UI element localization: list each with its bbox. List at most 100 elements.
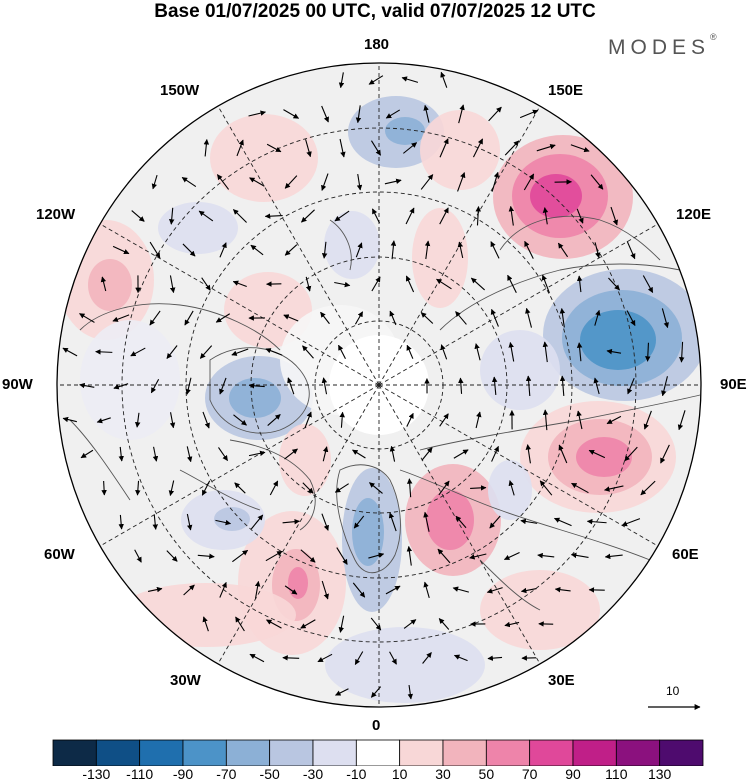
polar-map bbox=[56, 62, 702, 710]
lon-label-90e: 90E bbox=[720, 376, 747, 393]
wind-vector bbox=[491, 445, 499, 462]
colorbar-tick-label: 130 bbox=[647, 766, 672, 782]
map-title: Base 01/07/2025 00 UTC, valid 07/07/2025… bbox=[154, 1, 596, 22]
coastline bbox=[329, 219, 352, 271]
wind-vector bbox=[486, 587, 503, 594]
lon-label-60e: 60E bbox=[672, 546, 699, 563]
anomaly-contour bbox=[229, 378, 281, 418]
wind-vector bbox=[236, 139, 244, 157]
wind-vector bbox=[282, 518, 300, 525]
wind-vector bbox=[168, 480, 175, 497]
colorbar-tick-label: 90 bbox=[565, 766, 581, 782]
wind-vector bbox=[169, 412, 176, 429]
wind-vector bbox=[401, 76, 419, 83]
wind-vector bbox=[420, 174, 434, 190]
wind-vector bbox=[491, 376, 498, 395]
globe-outline bbox=[56, 62, 702, 708]
wind-vector bbox=[185, 377, 192, 395]
lon-label-120w: 120W bbox=[36, 206, 76, 223]
anomaly-contour bbox=[80, 320, 180, 440]
wind-vector bbox=[321, 580, 329, 600]
wind-vector bbox=[219, 377, 227, 395]
coastline bbox=[499, 215, 661, 261]
wind-vector bbox=[453, 654, 468, 662]
wind-vector bbox=[660, 444, 670, 464]
anomaly-field bbox=[58, 96, 701, 703]
wind-vector bbox=[489, 515, 501, 529]
wind-vector bbox=[338, 72, 345, 89]
wind-vector bbox=[440, 344, 448, 360]
wind-vector bbox=[504, 140, 520, 156]
colorbar-tick-label: -10 bbox=[346, 766, 367, 782]
wind-vector bbox=[284, 585, 298, 595]
wind-vector bbox=[152, 446, 159, 462]
lon-label-90w: 90W bbox=[2, 376, 33, 393]
wind-vector bbox=[317, 653, 333, 663]
colorbar-swatch bbox=[442, 739, 487, 766]
wind-vector bbox=[248, 450, 266, 457]
wind-vector bbox=[558, 444, 568, 464]
wind-vector bbox=[287, 377, 295, 395]
wind-vector bbox=[198, 210, 214, 222]
wind-vector bbox=[118, 446, 124, 462]
wind-vector bbox=[150, 378, 160, 394]
wind-vector bbox=[300, 549, 316, 563]
wind-vector bbox=[541, 274, 550, 294]
wind-vector bbox=[113, 383, 129, 390]
coastline bbox=[479, 559, 541, 611]
wind-vector bbox=[352, 449, 366, 459]
wind-vector bbox=[440, 71, 448, 88]
wind-vector bbox=[475, 411, 482, 429]
wind-vector bbox=[406, 545, 413, 566]
anomaly-contour bbox=[210, 114, 318, 202]
wind-vector bbox=[542, 341, 549, 363]
wind-vector bbox=[147, 586, 163, 593]
wind-vector bbox=[604, 553, 623, 560]
wind-vector bbox=[403, 619, 417, 629]
wind-vector bbox=[508, 480, 515, 496]
wind-vector bbox=[576, 208, 584, 224]
modes-logo: MODES® bbox=[608, 32, 717, 60]
wind-vector bbox=[488, 106, 502, 122]
wind-vector bbox=[559, 375, 566, 397]
lon-label-150e: 150E bbox=[548, 82, 584, 99]
wind-vector bbox=[249, 177, 265, 187]
longitude-line bbox=[99, 384, 380, 547]
anomaly-contour bbox=[288, 567, 308, 599]
anomaly-contour bbox=[279, 424, 331, 496]
longitude-line bbox=[378, 384, 659, 547]
wind-vector bbox=[604, 485, 624, 492]
wind-vector bbox=[322, 446, 329, 462]
wind-vector bbox=[436, 278, 452, 290]
wind-vector bbox=[338, 615, 345, 633]
wind-vector bbox=[201, 480, 211, 496]
colorbar-swatch bbox=[312, 739, 357, 766]
wind-vector bbox=[321, 377, 328, 395]
wind-vector bbox=[453, 449, 469, 459]
wind-vector bbox=[542, 409, 549, 431]
wind-vector bbox=[233, 414, 247, 426]
wind-vector bbox=[559, 307, 566, 328]
wind-vector bbox=[101, 480, 107, 496]
wind-vector bbox=[570, 552, 589, 559]
wind-vector bbox=[112, 314, 130, 322]
anomaly-contour bbox=[480, 330, 560, 410]
wind-vector bbox=[554, 586, 571, 593]
wind-vector bbox=[420, 312, 434, 324]
wind-vector bbox=[80, 449, 94, 459]
wind-vector bbox=[455, 515, 467, 529]
wind-vector bbox=[508, 205, 515, 226]
wind-vector bbox=[437, 548, 451, 564]
wind-vector bbox=[439, 138, 449, 158]
wind-vector bbox=[100, 276, 107, 292]
colorbar-swatch bbox=[572, 739, 617, 766]
wind-vector bbox=[405, 275, 415, 293]
wind-vector bbox=[302, 482, 314, 494]
wind-vector bbox=[338, 344, 346, 360]
wind-vector bbox=[576, 342, 583, 362]
wind-vector bbox=[508, 341, 515, 362]
wind-vector bbox=[539, 480, 553, 496]
lon-label-120e: 120E bbox=[676, 206, 712, 223]
wind-vector bbox=[525, 375, 532, 397]
wind-vector bbox=[640, 480, 656, 496]
